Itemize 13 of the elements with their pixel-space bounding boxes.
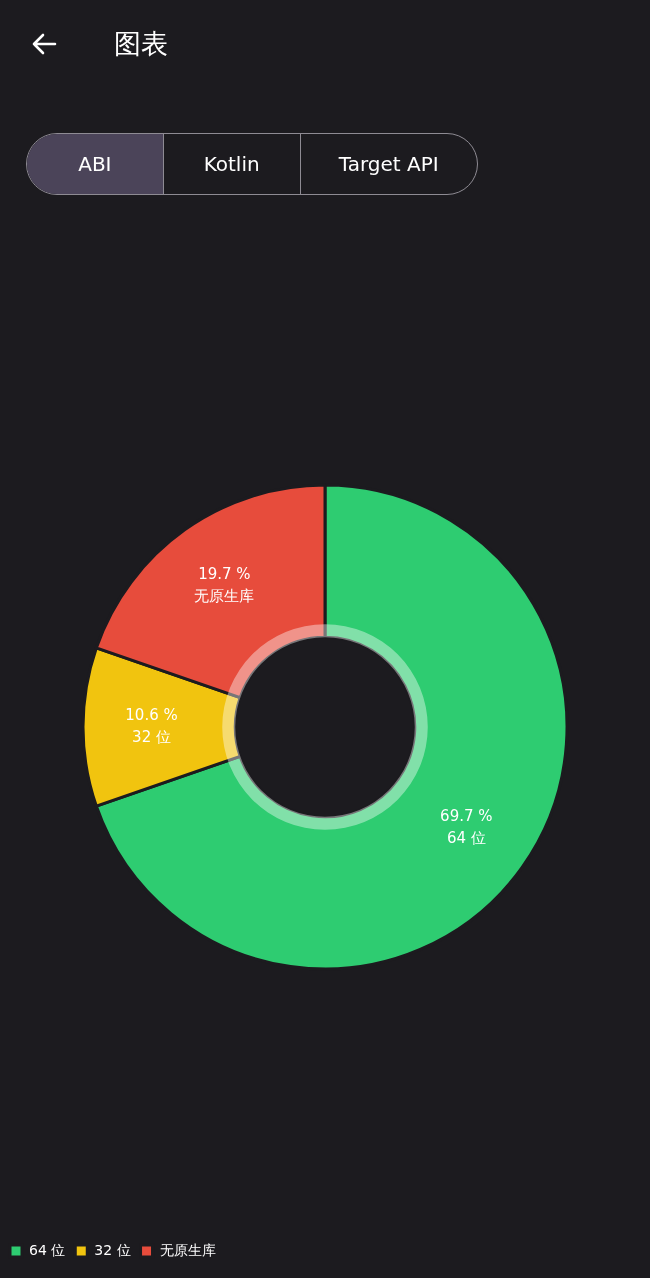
slice-label: 32 位 — [132, 727, 171, 746]
text: Target API — [299, 134, 477, 194]
text: Kotlin — [162, 134, 300, 194]
chart-title: 图表 — [114, 27, 168, 61]
legend-label: 64 位 — [29, 1241, 66, 1258]
slice-label: 无原生库 — [194, 586, 255, 605]
data-label: 19.7 % — [198, 564, 251, 583]
text: ABI — [27, 134, 163, 194]
slice-label: 64 位 — [446, 828, 486, 847]
legend-label: 32 位 — [94, 1241, 131, 1258]
data-label: 10.6 % — [125, 705, 178, 724]
legend-label: 无原生库 — [159, 1241, 216, 1258]
data-label: 69.7 % — [440, 806, 493, 825]
